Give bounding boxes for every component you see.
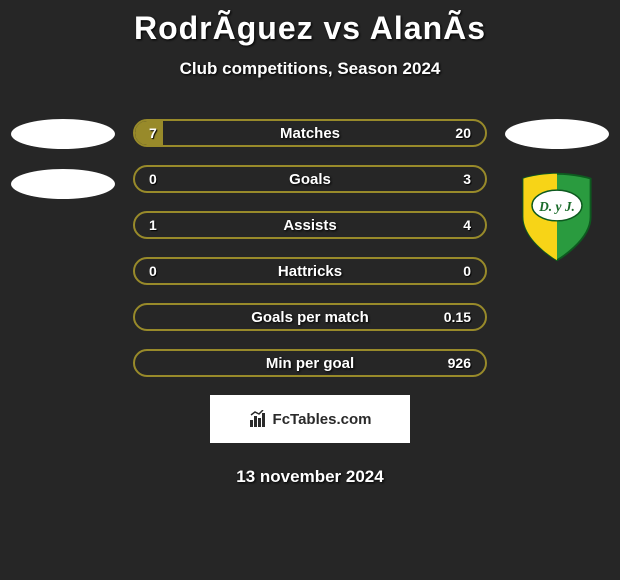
stat-label: Assists	[283, 217, 336, 234]
stat-label: Min per goal	[266, 355, 354, 372]
stat-value-right: 0	[463, 263, 471, 279]
stat-value-right: 3	[463, 171, 471, 187]
stat-value-left: 7	[149, 125, 157, 141]
attribution-badge[interactable]: FcTables.com	[210, 395, 410, 443]
player-right-placeholder	[505, 119, 609, 149]
stat-row-min-per-goal: Min per goal 926	[133, 349, 487, 377]
svg-text:D. y J.: D. y J.	[538, 199, 575, 214]
attribution-text: FcTables.com	[273, 411, 372, 428]
stat-row-matches: 7 Matches 20	[133, 119, 487, 147]
stat-row-goals-per-match: Goals per match 0.15	[133, 303, 487, 331]
player-left-placeholder	[11, 119, 115, 149]
stat-value-right: 0.15	[444, 309, 471, 325]
right-column: D. y J.	[502, 119, 612, 265]
stat-value-left: 1	[149, 217, 157, 233]
stat-label: Goals	[289, 171, 331, 188]
stat-value-left: 0	[149, 171, 157, 187]
stat-row-inner: 7 Matches 20	[135, 121, 485, 145]
stat-row-inner: Min per goal 926	[135, 351, 485, 375]
chart-icon	[249, 410, 267, 428]
comparison-area: 7 Matches 20 0 Goals 3 1 Assists 4	[0, 119, 620, 377]
main-container: RodrÃ­guez vs AlanÃ­s Club competitions,…	[0, 0, 620, 497]
stat-row-inner: 1 Assists 4	[135, 213, 485, 237]
stat-value-right: 20	[455, 125, 471, 141]
stat-row-inner: 0 Goals 3	[135, 167, 485, 191]
stat-label: Hattricks	[278, 263, 342, 280]
stat-row-inner: Goals per match 0.15	[135, 305, 485, 329]
footer-date: 13 november 2024	[0, 467, 620, 487]
page-title: RodrÃ­guez vs AlanÃ­s	[0, 10, 620, 47]
stat-row-goals: 0 Goals 3	[133, 165, 487, 193]
stat-value-right: 926	[448, 355, 471, 371]
stat-row-assists: 1 Assists 4	[133, 211, 487, 239]
team-right-logo: D. y J.	[509, 169, 605, 265]
stats-column: 7 Matches 20 0 Goals 3 1 Assists 4	[118, 119, 502, 377]
stat-value-left: 0	[149, 263, 157, 279]
left-column	[8, 119, 118, 199]
team-left-placeholder	[11, 169, 115, 199]
stat-row-inner: 0 Hattricks 0	[135, 259, 485, 283]
stat-value-right: 4	[463, 217, 471, 233]
page-subtitle: Club competitions, Season 2024	[0, 59, 620, 79]
stat-row-hattricks: 0 Hattricks 0	[133, 257, 487, 285]
shield-icon: D. y J.	[509, 169, 605, 265]
stat-label: Matches	[280, 125, 340, 142]
stat-label: Goals per match	[251, 309, 369, 326]
